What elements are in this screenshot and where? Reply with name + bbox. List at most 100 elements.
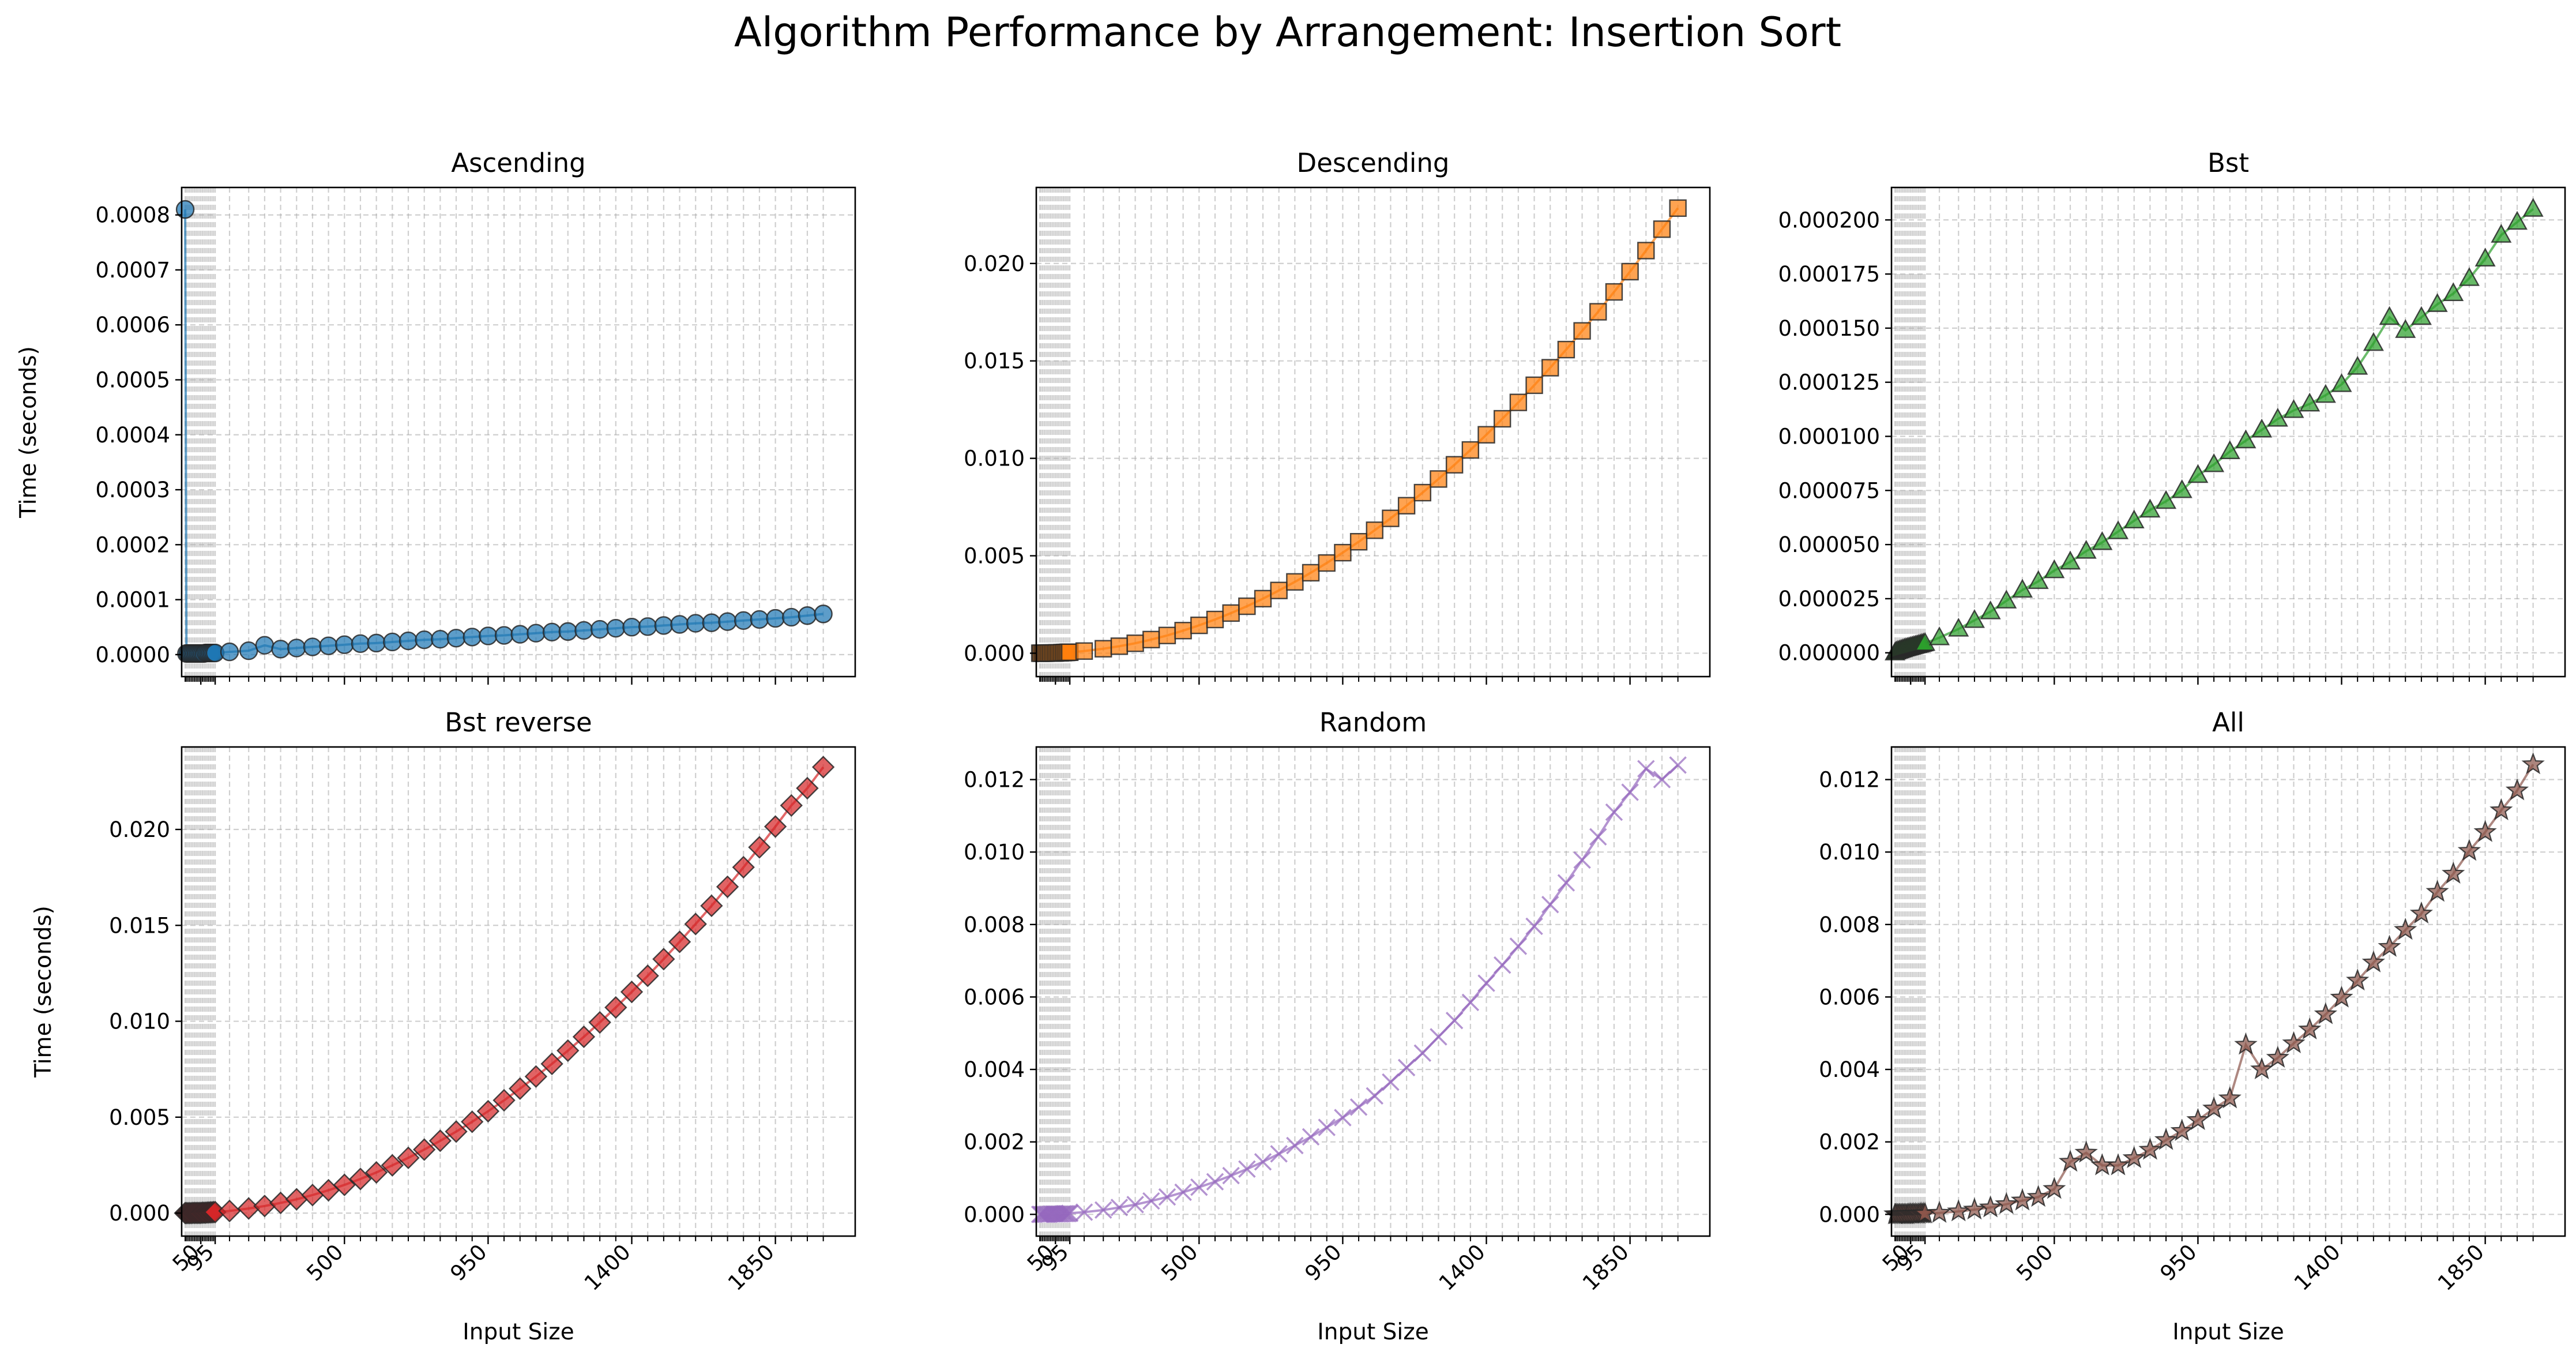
data-point [2363, 332, 2384, 351]
data-point [2218, 1086, 2242, 1109]
data-point [1621, 262, 1639, 281]
data-point [622, 618, 641, 637]
data-point [1605, 803, 1623, 821]
y-tick-label: 0.010 [964, 446, 1025, 471]
data-point [1238, 1160, 1256, 1178]
data-point [1509, 937, 1528, 955]
data-point [1095, 640, 1112, 658]
data-point [1996, 589, 2017, 609]
data-point [1413, 483, 1432, 502]
x-axis-label: Input Size [2172, 1319, 2284, 1345]
data-point [1525, 376, 1543, 395]
data-point [780, 794, 803, 817]
data-point [510, 625, 529, 644]
data-point [814, 604, 833, 624]
data-point [1382, 509, 1400, 527]
data-point [319, 636, 338, 655]
data-point [590, 619, 610, 639]
data-point [1477, 426, 1495, 444]
data-point [1110, 1199, 1129, 1216]
subplot-3: 0.000000 0.000025 0.000050 0.000075 0.000100… [1778, 148, 2566, 685]
data-point [764, 815, 787, 838]
data-point [1541, 359, 1559, 377]
y-tick-label: 0.0004 [96, 423, 170, 448]
y-tick-label: 0.015 [109, 913, 170, 938]
data-point [2267, 408, 2288, 427]
data-point [572, 1025, 596, 1049]
data-point [2379, 306, 2400, 325]
data-point [1541, 896, 1559, 914]
data-point [431, 630, 450, 649]
data-point [1637, 242, 1655, 260]
data-point [1573, 851, 1591, 869]
y-tick-label: 0.005 [964, 544, 1025, 569]
data-point [1254, 1152, 1272, 1171]
data-point [2443, 282, 2464, 302]
data-point [1653, 771, 1671, 788]
data-point [1477, 974, 1495, 992]
y-tick-label: 0.000150 [1778, 316, 1880, 341]
data-point [540, 1052, 563, 1076]
data-point [2522, 198, 2544, 217]
data-point [670, 615, 689, 634]
data-point [1653, 220, 1671, 238]
data-point [1621, 783, 1639, 801]
data-point [1286, 1136, 1304, 1155]
data-point [1054, 1204, 1073, 1223]
data-point [287, 639, 306, 658]
y-tick-label: 0.010 [1819, 840, 1880, 865]
data-point [1509, 393, 1528, 411]
data-point [1413, 1044, 1432, 1062]
data-point [2187, 464, 2209, 483]
data-point [527, 624, 546, 643]
data-point [2297, 1017, 2322, 1040]
y-tick-label: 0.004 [964, 1057, 1025, 1082]
data-point [2521, 752, 2545, 775]
data-point [686, 614, 705, 633]
data-point [1142, 1192, 1160, 1210]
data-point [2315, 384, 2336, 403]
data-point [1493, 410, 1511, 428]
data-point [1174, 1183, 1192, 1201]
data-point [1669, 199, 1687, 217]
figure-title: Algorithm Performance by Arrangement: In… [734, 9, 1841, 56]
subplot-1: 0.0000 0.0001 0.0002 0.0003 0.0004 0.0005 0.00… [16, 148, 856, 685]
y-tick-label: 0.0005 [96, 367, 170, 392]
data-point [2186, 1107, 2210, 1131]
data-point [652, 948, 675, 971]
data-point [1964, 609, 1985, 628]
data-point [415, 630, 434, 649]
data-point [2491, 224, 2512, 243]
data-point [1382, 1073, 1400, 1091]
data-point [255, 636, 274, 655]
y-tick-label: 0.000025 [1778, 587, 1880, 611]
data-point [718, 612, 737, 631]
data-point [2043, 1177, 2066, 1199]
data-point [2139, 498, 2161, 518]
data-point [1366, 1087, 1384, 1105]
data-point [700, 894, 723, 918]
data-point [2011, 579, 2033, 598]
data-point [1927, 1200, 1951, 1223]
data-point [1270, 1145, 1288, 1163]
data-point [351, 634, 370, 654]
data-point [218, 1199, 241, 1223]
data-point [620, 980, 644, 1004]
subplot-title: Bst [2208, 148, 2249, 178]
data-point [1302, 1128, 1320, 1146]
data-point [1980, 600, 2001, 619]
data-point [2442, 861, 2465, 884]
data-point [271, 640, 290, 659]
y-tick-label: 0.0008 [96, 203, 170, 228]
data-point [2282, 1031, 2306, 1053]
data-point [509, 1077, 532, 1100]
y-tick-label: 0.015 [964, 349, 1025, 374]
y-tick-label: 0.000 [964, 1202, 1025, 1227]
data-point [668, 930, 691, 953]
data-point [716, 875, 739, 899]
data-point [2361, 950, 2386, 973]
data-point [461, 1110, 484, 1133]
data-point [446, 629, 466, 648]
y-tick-label: 0.005 [109, 1105, 170, 1130]
